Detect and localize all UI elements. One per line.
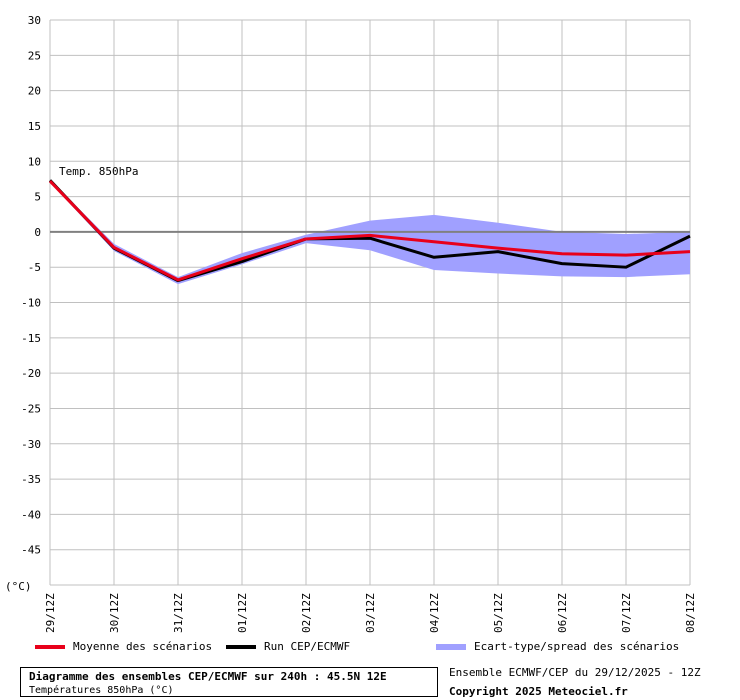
chart-subtitle: Températures 850hPa (°C): [29, 685, 174, 696]
legend-label-mean: Moyenne des scénarios: [73, 640, 213, 653]
y-tick-label: -20: [21, 367, 41, 380]
series-lines: [48, 179, 691, 283]
chart-area: 30 25 20 15 10 5 0 -5 -10 -15 -20 -25 -30 -35 -40 -45 2…: [5, 14, 697, 633]
x-tick-label: 07/12Z: [620, 593, 633, 633]
legend-swatch-run: [226, 644, 256, 649]
legend-item-mean: Moyenne des scénarios: [35, 640, 212, 653]
legend-swatch-mean: [35, 644, 65, 649]
y-tick-label: 5: [34, 191, 41, 204]
source-text: Ensemble ECMWF/CEP du 29/12/2025 - 12Z: [449, 666, 701, 679]
x-tick-label: 31/12Z: [172, 593, 185, 633]
x-tick-label: 04/12Z: [428, 593, 441, 633]
y-tick-label: -30: [21, 438, 41, 451]
y-tick-label: 25: [28, 49, 41, 62]
y-tick-label: -15: [21, 332, 41, 345]
x-tick-label: 03/12Z: [364, 593, 377, 633]
y-tick-label: -5: [28, 261, 41, 274]
legend-label-run: Run CEP/ECMWF: [264, 640, 351, 653]
x-tick-label: 30/12Z: [108, 593, 121, 633]
legend-item-run: Run CEP/ECMWF: [226, 640, 350, 653]
chart-title: Diagramme des ensembles CEP/ECMWF sur 24…: [29, 670, 387, 683]
chart-annotation: Temp. 850hPa: [59, 165, 138, 178]
y-tick-label: -35: [21, 473, 41, 486]
series-line-mean: [48, 179, 691, 282]
legend-label-spread: Ecart-type/spread des scénarios: [474, 640, 680, 653]
y-tick-label: 10: [28, 155, 41, 168]
y-tick-label: 15: [28, 120, 41, 133]
chart-info-box: Diagramme des ensembles CEP/ECMWF sur 24…: [20, 667, 438, 697]
y-tick-label: 0: [34, 226, 41, 239]
x-tick-label: 01/12Z: [236, 593, 249, 633]
x-tick-label: 08/12Z: [684, 593, 697, 633]
y-tick-labels: 30 25 20 15 10 5 0 -5 -10 -15 -20 -25 -30 -35 -40 -45: [21, 14, 41, 557]
legend-swatch-spread: [436, 643, 466, 650]
y-tick-label: -10: [21, 297, 41, 310]
y-tick-label: 20: [28, 85, 41, 98]
y-tick-label: -45: [21, 544, 41, 557]
x-tick-label: 05/12Z: [492, 593, 505, 633]
grid: [49, 19, 691, 586]
y-unit-label: (°C): [5, 580, 32, 593]
copyright-text: Copyright 2025 Meteociel.fr: [449, 685, 628, 698]
x-tick-label: 02/12Z: [300, 593, 313, 633]
legend-item-spread: Ecart-type/spread des scénarios: [436, 640, 679, 653]
y-tick-label: -25: [21, 402, 41, 415]
y-tick-label: -40: [21, 508, 41, 521]
x-tick-label: 06/12Z: [556, 593, 569, 633]
y-tick-label: 30: [28, 14, 41, 27]
x-tick-label: 29/12Z: [44, 593, 57, 633]
x-tick-labels: 29/12Z 30/12Z 31/12Z 01/12Z 02/12Z 03/12Z 04/1…: [44, 593, 697, 633]
